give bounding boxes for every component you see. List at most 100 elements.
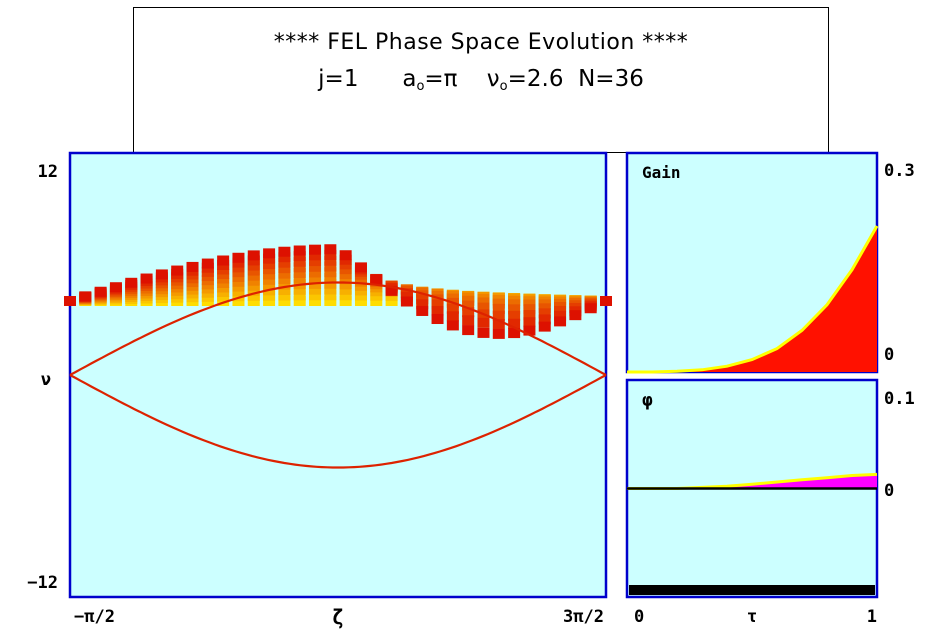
electron-marker [477,302,490,313]
electron-marker [324,261,337,272]
electron-marker [554,316,567,327]
electron-marker [247,285,260,296]
electron-marker [508,299,521,310]
electron-marker [339,296,352,306]
param-j: j=1 [318,66,359,92]
electron-marker [492,328,505,339]
electron-marker [508,310,521,321]
y-axis-label: ν [41,370,51,390]
param-a-value: =π [424,66,458,92]
phase-y-tick-bottom: 0 [884,481,894,501]
electron-marker [293,245,306,256]
electron-marker [370,274,383,285]
electron-marker [293,251,306,262]
electron-marker [462,315,475,326]
electron-marker [600,296,612,307]
title-line-1: **** FEL Phase Space Evolution **** [273,30,689,55]
electron-marker [278,290,291,301]
electron-marker [462,325,475,336]
x-tick-left: −π/2 [74,607,115,627]
electron-marker [309,244,322,255]
electron-marker [523,310,536,321]
separatrix-lower [69,374,607,469]
electron-marker [523,304,536,315]
electron-marker [324,284,337,295]
x-axis-label: ζ [332,605,344,629]
electron-marker [462,300,475,311]
electron-marker [354,296,367,306]
electron-marker [309,267,322,278]
electron-marker [538,303,551,314]
electron-marker [324,250,337,261]
electron-marker [416,299,429,310]
param-n: N=36 [578,66,644,92]
electron-marker [492,303,505,314]
electron-marker [538,321,551,332]
electron-marker [263,290,276,301]
phase-space-frame [68,151,608,599]
electron-marker [94,286,107,297]
electron-marker [477,297,490,308]
tau-tick-right: 1 [867,607,877,627]
electron-marker [278,274,291,285]
param-a-symbol: a [402,66,417,92]
electron-marker [293,256,306,267]
param-nu-subscript: o [499,79,508,94]
electron-marker [247,250,260,261]
electron-marker [109,282,122,293]
electron-marker [431,294,444,305]
electron-marker [538,308,551,319]
electron-marker [278,279,291,290]
electron-marker [538,314,551,325]
electron-marker [554,310,567,321]
electron-marker [523,317,536,328]
electron-marker [309,296,322,306]
electron-marker [324,278,337,289]
electron-marker [324,273,337,284]
electron-marker [492,310,505,321]
electron-marker [324,267,337,278]
electron-marker [339,250,352,261]
electron-marker [79,291,92,302]
param-nu-value: =2.6 [507,66,564,92]
title-line-2: j=1 ao=π νo=2.6 N=36 [134,66,828,94]
electron-marker [171,265,184,276]
electron-marker [431,299,444,310]
electron-marker [354,262,367,273]
param-nu-symbol: ν [486,66,500,92]
electron-marker [309,250,322,261]
electron-marker [232,252,245,263]
electron-marker [431,305,444,316]
electron-marker [278,246,291,257]
electron-marker [339,290,352,301]
gain-y-tick-top: 0.3 [884,161,915,181]
gain-y-tick-bottom: 0 [884,345,894,365]
electron-marker [492,318,505,329]
electron-marker [416,305,429,316]
electron-marker [477,327,490,338]
electron-marker [523,325,536,336]
electron-marker [324,244,337,255]
electron-marker [278,263,291,274]
phase-label: φ [642,390,653,411]
electron-marker [263,264,276,275]
gain-area [627,226,877,372]
electron-marker [584,303,597,314]
electron-marker [309,290,322,301]
gain-plot: Gain 0.3 0 [625,151,915,374]
title-box: **** FEL Phase Space Evolution **** j=1 … [133,7,829,153]
electron-marker [278,296,291,306]
electron-marker [339,279,352,290]
electron-marker [247,280,260,291]
electron-marker [431,314,444,325]
electron-marker [324,290,337,301]
electron-marker [508,328,521,339]
electron-marker [339,284,352,295]
electron-marker [370,296,383,306]
phase-y-tick-top: 0.1 [884,389,915,409]
electron-marker [263,258,276,269]
electron-marker [324,255,337,266]
electron-marker [247,255,260,266]
electron-marker [263,269,276,280]
